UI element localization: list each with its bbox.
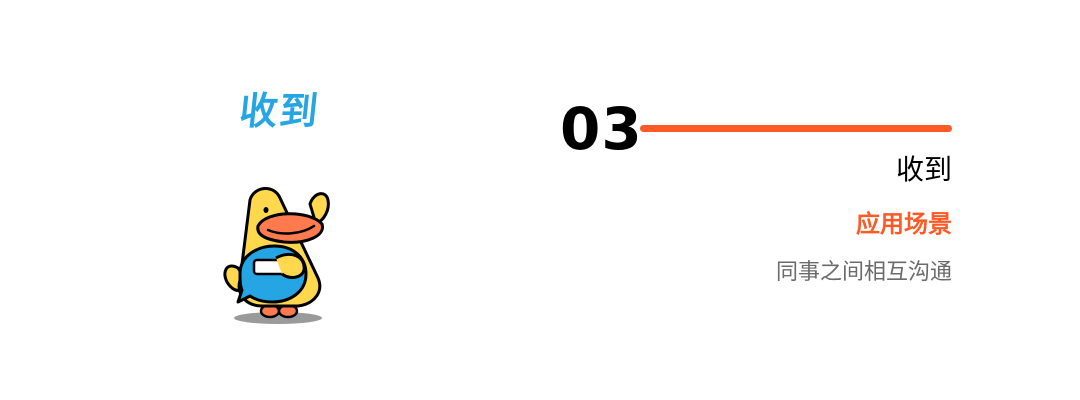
section-description: 同事之间相互沟通 — [775, 260, 952, 285]
section-title: 收到 — [895, 153, 952, 186]
accent-divider — [640, 125, 952, 132]
sticker-caption: 收到 — [237, 89, 322, 133]
section-number: 03 — [560, 95, 643, 163]
section-subtitle: 应用场景 — [856, 210, 952, 238]
duck-icon — [223, 187, 330, 324]
sticker: 收到 — [210, 70, 350, 330]
